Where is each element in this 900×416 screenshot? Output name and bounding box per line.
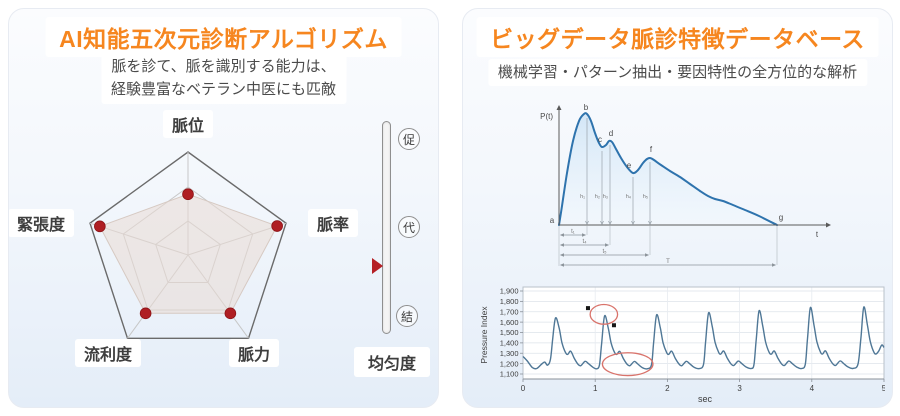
svg-text:d: d bbox=[609, 129, 613, 138]
svg-text:h₅: h₅ bbox=[643, 194, 648, 200]
svg-text:t: t bbox=[816, 230, 819, 239]
svg-text:1,300: 1,300 bbox=[500, 349, 519, 358]
svg-text:b: b bbox=[584, 103, 589, 112]
svg-text:1,400: 1,400 bbox=[500, 339, 519, 348]
svg-text:P(t): P(t) bbox=[540, 112, 553, 121]
svg-text:1,100: 1,100 bbox=[500, 370, 519, 379]
svg-text:t₅: t₅ bbox=[602, 249, 607, 255]
slider-scale-label-dai: 代 bbox=[398, 216, 420, 238]
radar-chart bbox=[89, 151, 287, 340]
radar-axis-label-bottom-right: 脈力 bbox=[228, 339, 280, 367]
left-subtitle-line2: 経験豊富なベテラン中医にも匹敵 bbox=[110, 81, 337, 99]
slider-scale-text-bottom: 結 bbox=[400, 309, 413, 324]
bigdata-database-panel: ビッグデータ脈診特徴データベース 機械学習・パターン抽出・要因特性の全方位的な解… bbox=[462, 8, 893, 408]
left-panel-title: AI知能五次元診断アルゴリズム bbox=[45, 17, 402, 57]
svg-text:c: c bbox=[598, 135, 602, 144]
svg-text:1,500: 1,500 bbox=[500, 328, 519, 337]
left-subtitle-line1: 脈を診て、脈を識別する能力は、 bbox=[111, 58, 336, 75]
svg-text:f: f bbox=[650, 145, 653, 154]
slider-scale-label-ketsu: 結 bbox=[396, 305, 418, 327]
svg-text:sec: sec bbox=[698, 394, 713, 404]
svg-text:1: 1 bbox=[593, 384, 598, 393]
svg-text:1,200: 1,200 bbox=[500, 359, 519, 368]
svg-text:T: T bbox=[666, 259, 670, 265]
svg-text:t₄: t₄ bbox=[582, 239, 587, 245]
pulse-waveform-diagram: P(t) t h₁ h₂ h₃ h₄ h₅ t₁ t₄ t₅ Ta b cd e f g bbox=[540, 103, 831, 267]
svg-text:t₁: t₁ bbox=[571, 229, 575, 235]
left-panel-subtitle: 脈を診て、脈を識別する能力は、 経験豊富なベテラン中医にも匹敵 bbox=[100, 53, 347, 104]
svg-text:h₂: h₂ bbox=[595, 194, 600, 200]
svg-text:5: 5 bbox=[882, 384, 885, 393]
svg-text:0: 0 bbox=[521, 384, 526, 393]
right-panel-subtitle: 機械学習・パターン抽出・要因特性の全方位的な解析 bbox=[487, 59, 868, 87]
svg-text:1,600: 1,600 bbox=[500, 318, 519, 327]
svg-text:4: 4 bbox=[810, 384, 815, 393]
radar-axis-label-top: 脈位 bbox=[162, 110, 214, 138]
radar-axis-label-bottom-left: 流利度 bbox=[74, 339, 142, 367]
svg-text:Pressure Index: Pressure Index bbox=[479, 306, 489, 364]
svg-text:1,800: 1,800 bbox=[500, 297, 519, 306]
svg-text:3: 3 bbox=[737, 384, 742, 393]
svg-text:2: 2 bbox=[665, 384, 670, 393]
svg-text:h₄: h₄ bbox=[626, 194, 632, 200]
slider-pointer-triangle-icon[interactable] bbox=[372, 257, 383, 274]
svg-text:h₁: h₁ bbox=[580, 194, 585, 200]
slider-scale-label-soku: 促 bbox=[398, 128, 420, 150]
svg-text:a: a bbox=[550, 216, 555, 225]
radar-axis-label-left: 緊張度 bbox=[9, 209, 75, 237]
slider-scale-text-top: 促 bbox=[402, 132, 415, 147]
slider-scale-text-middle: 代 bbox=[402, 220, 415, 235]
svg-text:1,900: 1,900 bbox=[500, 287, 519, 296]
svg-text:e: e bbox=[627, 161, 632, 170]
uniformity-axis-label: 均匀度 bbox=[354, 347, 430, 377]
ai-diagnosis-panel: AI知能五次元診断アルゴリズム 脈を診て、脈を識別する能力は、 経験豊富なベテラ… bbox=[8, 8, 439, 408]
right-panel-title: ビッグデータ脈診特徴データベース bbox=[476, 17, 879, 57]
radar-axis-label-right: 脈率 bbox=[307, 209, 359, 237]
svg-text:1,700: 1,700 bbox=[500, 307, 519, 316]
svg-text:h₃: h₃ bbox=[603, 194, 608, 200]
uniformity-slider-track[interactable] bbox=[382, 121, 391, 334]
svg-text:g: g bbox=[779, 213, 783, 222]
